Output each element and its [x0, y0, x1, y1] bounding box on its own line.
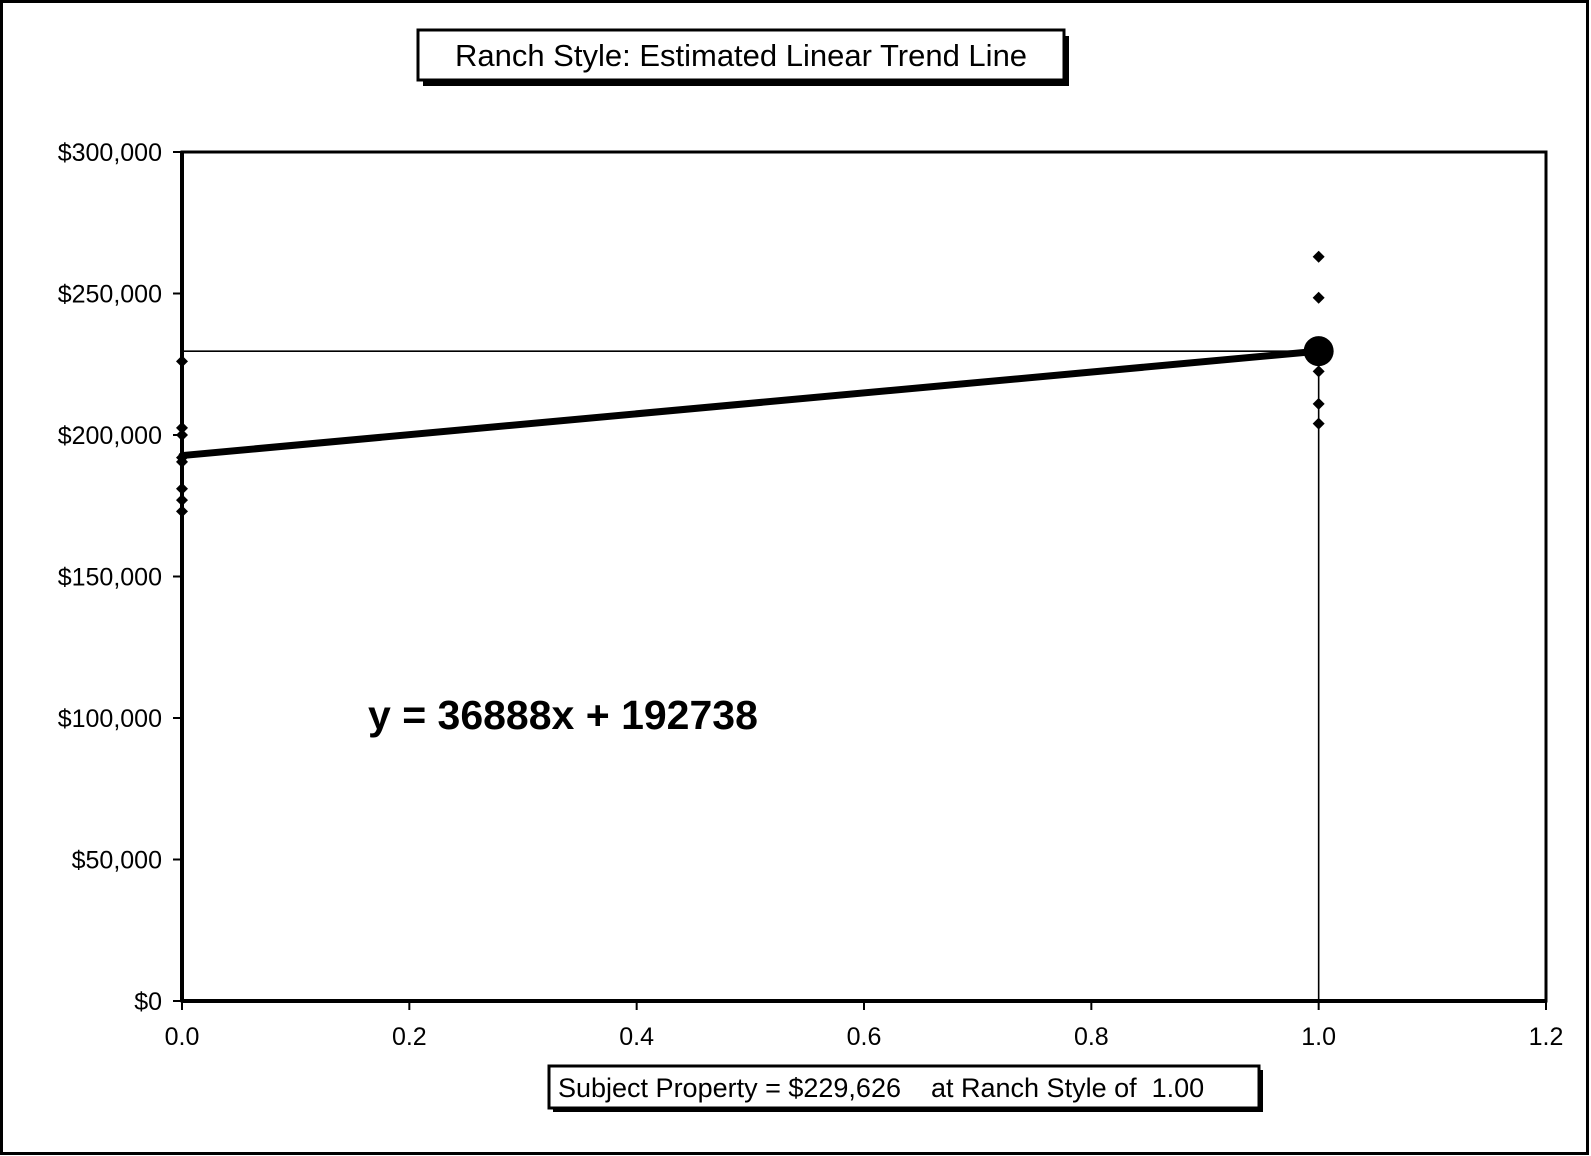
y-tick-label: $150,000 — [58, 564, 162, 592]
y-tick-label: $100,000 — [58, 705, 162, 733]
data-point — [176, 494, 188, 507]
chart-title-frame — [416, 28, 1066, 82]
data-point — [1312, 397, 1325, 410]
data-point — [176, 455, 188, 468]
y-tick-label: $200,000 — [58, 422, 162, 450]
subject-property-box: Subject Property = $229,626 at Ranch Sty… — [547, 1064, 1263, 1112]
x-tick-label: 0.2 — [392, 1023, 427, 1051]
data-point — [1312, 417, 1325, 430]
trend-line — [178, 347, 1323, 460]
trend-equation: y = 36888x + 192738 — [368, 692, 758, 738]
x-tick-label: 0.8 — [1074, 1023, 1109, 1051]
data-point — [1312, 365, 1325, 378]
data-point — [176, 355, 188, 368]
y-tick-label: $0 — [134, 988, 162, 1016]
data-point — [176, 505, 188, 518]
data-point — [176, 429, 188, 441]
x-tick-label: 1.2 — [1529, 1023, 1564, 1051]
plot-area — [180, 150, 1548, 1003]
data-point — [176, 482, 188, 495]
x-tick-label: 0.4 — [619, 1023, 654, 1051]
y-axis-ticks: $0 $50,000 $100,000 $150,000 $200,000 $250,00… — [58, 139, 182, 1016]
x-tick-label: 0.6 — [847, 1023, 882, 1051]
data-point — [1312, 250, 1325, 263]
data-point — [1312, 291, 1325, 304]
subject-property-frame — [547, 1064, 1261, 1110]
chart-title: Ranch Style: Estimated Linear Trend Line — [455, 38, 1027, 73]
data-points — [176, 250, 1325, 518]
x-tick-label: 0.0 — [165, 1023, 200, 1051]
chart-title-box: Ranch Style: Estimated Linear Trend Line — [416, 28, 1069, 86]
y-tick-label: $50,000 — [72, 847, 162, 875]
subject-property-marker — [1303, 336, 1334, 367]
y-tick-label: $250,000 — [58, 281, 162, 309]
subject-property-label: Subject Property = $229,626 at Ranch Sty… — [558, 1073, 1204, 1103]
x-axis-ticks: 0.0 0.2 0.4 0.6 0.8 1.0 1.2 — [165, 1001, 1564, 1051]
data-point — [176, 421, 188, 434]
x-tick-label: 1.0 — [1301, 1023, 1336, 1051]
y-tick-label: $300,000 — [58, 139, 162, 167]
